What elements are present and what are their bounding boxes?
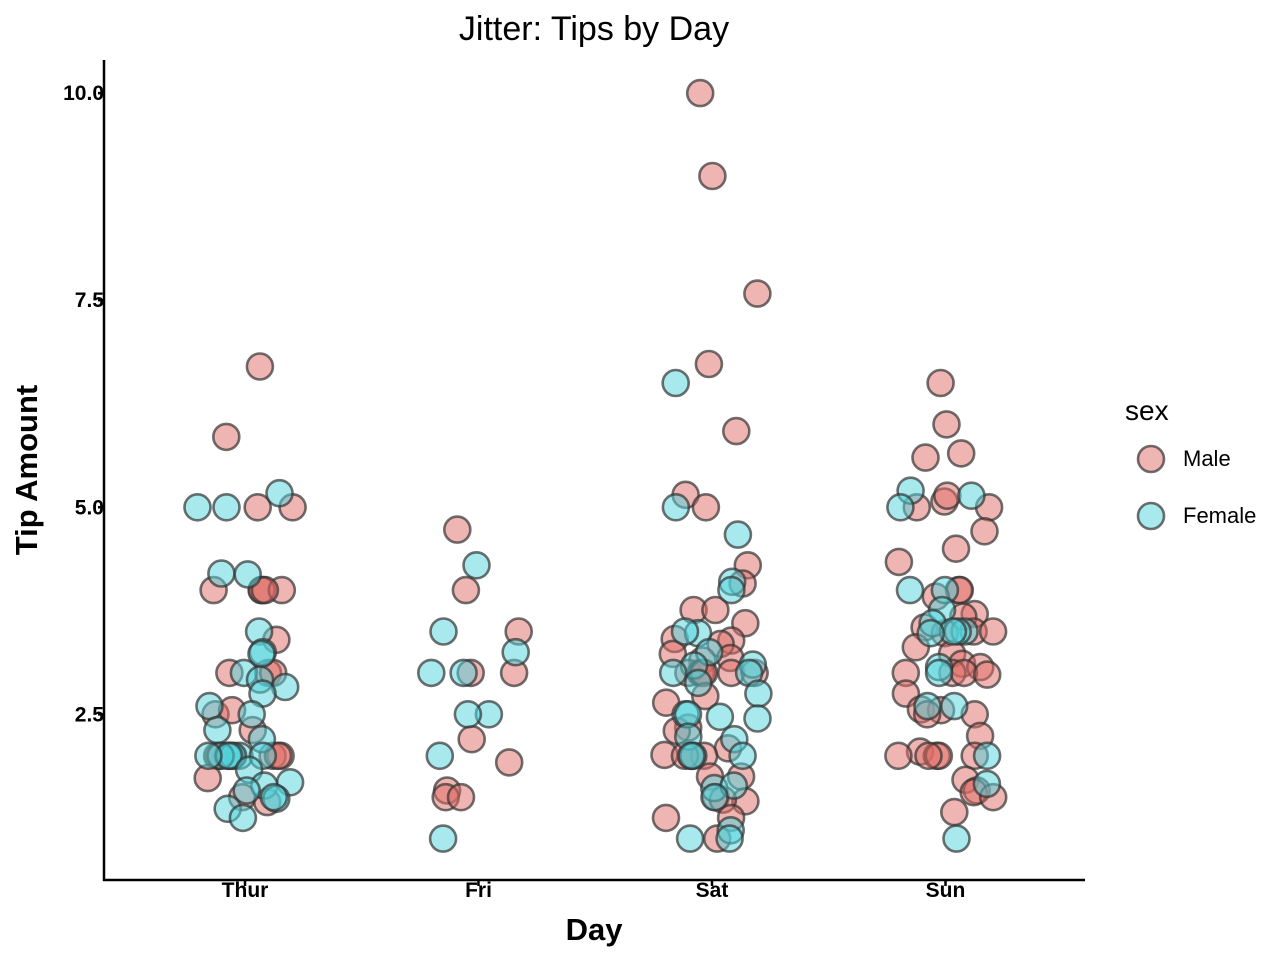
data-point-male	[939, 797, 969, 827]
data-point-female	[913, 691, 942, 721]
y-tick-label: 5.0	[75, 496, 104, 519]
data-point-male	[911, 443, 940, 472]
y-tick-label: 10.0	[63, 82, 104, 105]
data-point-male	[212, 422, 241, 452]
data-point-female	[715, 824, 744, 853]
data-point-male	[446, 782, 476, 812]
data-point-female	[658, 658, 688, 688]
x-axis-ticks: Thur Fri Sat Sun	[222, 879, 966, 902]
legend-title: sex	[1125, 395, 1169, 426]
data-point-female	[207, 559, 236, 588]
data-point-male	[884, 741, 913, 771]
data-point-male	[451, 575, 481, 605]
data-point-female	[194, 741, 223, 771]
data-point-female	[195, 691, 224, 721]
data-point-male	[914, 741, 943, 771]
data-point-female	[212, 492, 241, 522]
legend-label-female: Female	[1183, 503, 1256, 528]
data-point-male	[932, 481, 962, 511]
data-point-male	[685, 78, 715, 108]
legend-swatch-female	[1136, 501, 1166, 531]
data-point-female	[501, 637, 531, 667]
data-point-female	[228, 803, 258, 833]
chart-title: Jitter: Tips by Day	[459, 10, 729, 48]
legend: sex Male Female	[1125, 395, 1256, 531]
data-point-male	[694, 349, 724, 379]
data-point-female	[416, 658, 446, 688]
y-axis-ticks: 2.5 5.0 7.5 10.0	[63, 82, 104, 726]
data-point-male	[245, 352, 275, 381]
data-point-female	[429, 617, 458, 646]
data-point-female	[453, 699, 483, 729]
data-point-female	[924, 658, 954, 688]
data-point-female	[723, 520, 753, 549]
data-point-male	[243, 492, 273, 522]
data-point-female	[675, 824, 705, 853]
x-tick-label: Sat	[696, 879, 729, 902]
data-point-female	[183, 492, 212, 522]
data-point-male	[946, 439, 976, 468]
data-point-male	[978, 617, 1008, 646]
data-point-female	[743, 704, 772, 733]
data-point-male	[701, 595, 730, 625]
y-tick-label: 7.5	[75, 289, 105, 312]
x-tick-label: Sun	[926, 879, 966, 902]
data-point-female	[425, 741, 455, 771]
data-point-female	[744, 679, 773, 708]
data-point-male	[941, 534, 971, 564]
x-tick-label: Thur	[222, 879, 269, 902]
data-point-female	[670, 617, 700, 646]
data-point-male	[691, 492, 721, 522]
data-point-female	[233, 560, 262, 589]
data-point-male	[884, 547, 914, 577]
data-point-female	[916, 618, 946, 648]
data-point-female	[661, 368, 691, 398]
data-point-female	[886, 492, 915, 522]
data-point-male	[457, 724, 487, 754]
data-point-female	[700, 782, 729, 812]
data-point-female	[942, 824, 971, 853]
data-point-male	[721, 416, 751, 446]
data-point-female	[939, 691, 969, 721]
data-point-female	[972, 769, 1002, 799]
data-point-male	[442, 515, 472, 544]
legend-label-male: Male	[1183, 446, 1231, 471]
data-point-female	[705, 702, 735, 732]
data-point-male	[743, 279, 772, 308]
data-point-male	[972, 660, 1002, 689]
x-axis-title: Day	[566, 912, 624, 947]
data-point-female	[677, 741, 706, 771]
data-point-female	[237, 699, 266, 729]
data-point-female	[972, 741, 1002, 771]
data-point-female	[259, 782, 289, 812]
data-point-male	[651, 803, 681, 833]
data-point-male	[494, 748, 524, 777]
data-point-male	[970, 516, 999, 546]
y-tick-label: 2.5	[75, 703, 105, 726]
data-point-male	[698, 161, 727, 191]
data-point-female	[661, 492, 691, 522]
legend-swatch-male	[1136, 444, 1166, 474]
data-point-female	[428, 824, 458, 853]
data-point-female	[462, 550, 491, 580]
data-point-female	[203, 715, 232, 745]
data-point-female	[683, 668, 713, 698]
y-axis-title: Tip Amount	[9, 385, 44, 555]
data-point-female	[449, 658, 478, 688]
x-tick-label: Fri	[465, 879, 492, 902]
data-point-female	[895, 575, 925, 605]
data-point-female	[265, 478, 294, 508]
data-point-female	[717, 575, 746, 605]
data-point-male	[932, 410, 961, 439]
data-point-female	[957, 481, 986, 511]
data-point-female	[232, 776, 261, 805]
data-point-male	[926, 368, 955, 398]
points-layer	[183, 78, 1008, 853]
data-point-female	[728, 741, 757, 771]
